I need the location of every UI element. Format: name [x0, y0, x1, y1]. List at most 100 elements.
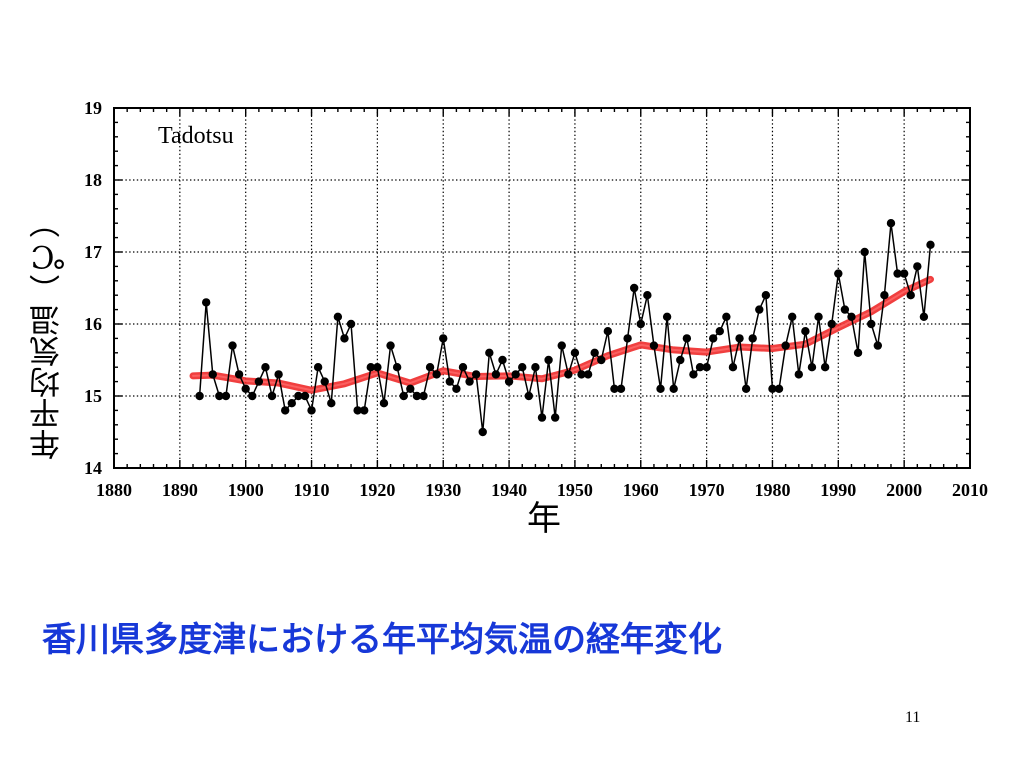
annual-temperature-point	[899, 269, 909, 278]
annual-temperature-point	[432, 370, 441, 379]
x-tick-label: 1950	[557, 480, 593, 500]
annual-temperature-point	[465, 377, 474, 386]
annual-temperature-point	[287, 399, 296, 408]
annual-temperature-point	[840, 305, 850, 314]
annual-temperature-point	[669, 384, 678, 393]
annual-temperature-point	[550, 413, 560, 422]
y-tick-label: 19	[84, 98, 102, 118]
annual-temperature-point	[544, 355, 553, 365]
annual-temperature-point	[820, 363, 830, 372]
x-tick-label: 1880	[96, 480, 132, 500]
annual-temperature-point	[761, 291, 771, 300]
annual-temperature-point	[629, 283, 639, 293]
annual-temperature-point	[827, 319, 836, 329]
x-tick-label: 1990	[820, 480, 856, 500]
annual-temperature-point	[281, 406, 290, 415]
annual-temperature-point	[755, 305, 764, 314]
station-label: Tadotsu	[158, 123, 234, 149]
annual-temperature-point	[419, 391, 428, 401]
annual-temperature-point	[603, 327, 613, 336]
annual-temperature-point	[926, 240, 935, 250]
y-tick-label: 16	[84, 314, 102, 334]
x-tick-label: 2000	[886, 480, 922, 500]
y-tick-label: 17	[84, 242, 102, 262]
annual-temperature-point	[485, 348, 494, 357]
annual-temperature-point	[531, 363, 540, 372]
annual-temperature-point	[491, 370, 501, 379]
annual-temperature-point	[439, 334, 448, 343]
annual-temperature-point	[860, 247, 869, 257]
annual-temperature-point	[715, 327, 724, 336]
x-tick-label: 1890	[162, 480, 198, 500]
annual-temperature-point	[656, 384, 665, 393]
annual-temperature-point	[399, 391, 408, 401]
annual-temperature-point	[511, 370, 520, 379]
annual-temperature-point	[261, 363, 270, 372]
y-tick-label: 14	[84, 458, 102, 478]
annual-temperature-point	[234, 370, 244, 379]
annual-temperature-point	[524, 391, 534, 401]
annual-temperature-point	[814, 312, 823, 321]
annual-temperature-point	[722, 312, 731, 321]
annual-temperature-point	[320, 377, 329, 386]
annual-temperature-point	[919, 312, 929, 321]
annual-temperature-point	[788, 312, 797, 321]
annual-temperature-point	[333, 312, 343, 321]
annual-temperature-point	[643, 291, 652, 300]
annual-series-layer	[195, 219, 935, 437]
annual-temperature-point	[781, 341, 790, 350]
annual-temperature-point	[774, 384, 784, 393]
annual-temperature-point	[195, 391, 204, 401]
annual-temperature-point	[373, 363, 382, 372]
annual-temperature-point	[748, 334, 757, 343]
x-tick-label: 1920	[359, 480, 395, 500]
x-tick-label: 1900	[228, 480, 264, 500]
annual-temperature-point	[471, 370, 481, 379]
annual-temperature-point	[267, 391, 277, 401]
y-tick-label: 15	[84, 386, 102, 406]
annual-temperature-point	[307, 406, 316, 415]
annual-temperature-point	[445, 377, 455, 386]
annual-temperature-point	[300, 391, 310, 401]
annual-temperature-point	[518, 363, 527, 372]
annual-temperature-point	[880, 291, 889, 300]
annual-temperature-point	[537, 413, 547, 422]
x-tick-label: 1970	[689, 480, 725, 500]
annual-temperature-point	[379, 399, 389, 408]
page-number: 11	[905, 709, 921, 726]
annual-temperature-point	[504, 377, 514, 386]
annual-temperature-point	[906, 291, 915, 300]
annual-temperature-point	[847, 312, 856, 321]
annual-temperature-point	[913, 262, 922, 271]
plot-background	[113, 107, 971, 469]
annual-temperature-point	[254, 377, 264, 386]
annual-temperature-point	[689, 370, 698, 379]
annual-temperature-point	[636, 319, 645, 329]
annual-temperature-point	[327, 399, 336, 408]
annual-temperature-point	[248, 391, 257, 401]
annual-temperature-point	[425, 363, 435, 372]
annual-temperature-point	[801, 327, 810, 336]
annual-temperature-point	[406, 384, 415, 393]
annual-temperature-point	[241, 384, 250, 393]
x-tick-label: 1910	[294, 480, 330, 500]
annual-temperature-point	[590, 348, 599, 357]
x-tick-label: 1980	[754, 480, 790, 500]
annual-temperature-point	[208, 370, 217, 379]
annual-temperature-point	[886, 219, 896, 228]
annual-temperature-point	[570, 348, 580, 357]
annual-temperature-point	[274, 370, 283, 379]
y-axis-label: 年平均気温（℃）	[30, 207, 66, 460]
annual-temperature-point	[676, 355, 685, 365]
annual-temperature-point	[623, 334, 632, 343]
annual-temperature-point	[873, 341, 883, 350]
annual-temperature-point	[616, 384, 626, 393]
annual-temperature-point	[564, 370, 573, 379]
chart-grid	[114, 108, 970, 468]
annual-temperature-point	[313, 363, 323, 372]
annual-temperature-point	[498, 355, 507, 365]
annual-temperature-point	[709, 334, 718, 343]
annual-temperature-point	[360, 406, 369, 415]
